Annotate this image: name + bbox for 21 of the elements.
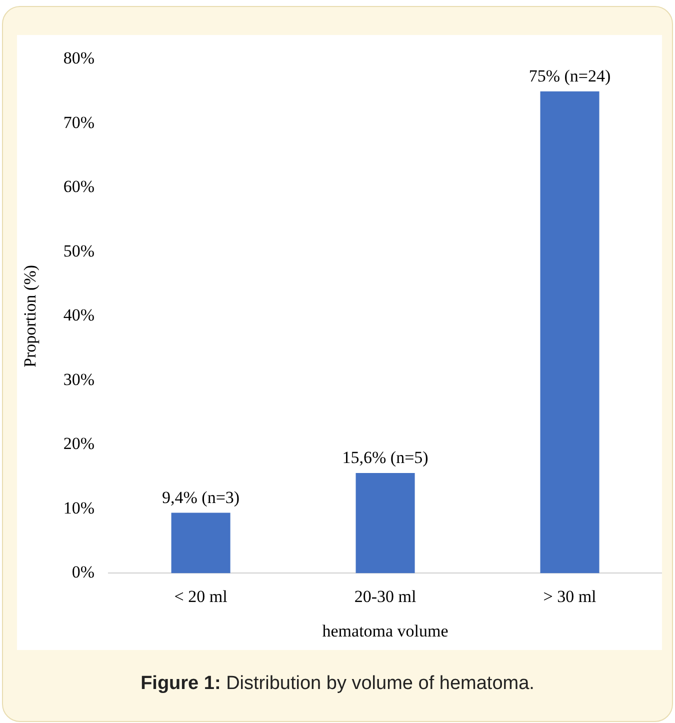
data-label: 75% (n=24) xyxy=(528,66,611,86)
y-tick-label: 10% xyxy=(63,498,95,518)
data-label: 15,6% (n=5) xyxy=(342,448,428,467)
x-tick-label: < 20 ml xyxy=(174,586,228,606)
y-tick-label: 30% xyxy=(63,370,95,389)
bar xyxy=(356,472,415,574)
x-axis-title: hematoma volume xyxy=(322,621,448,640)
y-tick-label: 20% xyxy=(63,434,95,454)
x-tick-label: > 30 ml xyxy=(543,586,597,606)
bar xyxy=(171,512,230,574)
data-label: 9,4% (n=3) xyxy=(162,488,240,507)
y-axis-title: Proportion (%) xyxy=(20,264,40,368)
y-tick-label: 60% xyxy=(63,177,95,196)
bar xyxy=(540,91,600,574)
x-tick-label: 20-30 ml xyxy=(354,586,416,606)
y-tick-label: 50% xyxy=(63,241,95,260)
y-tick-label: 80% xyxy=(63,48,95,68)
y-tick-label: 70% xyxy=(63,112,95,132)
y-tick-label: 0% xyxy=(72,562,95,582)
y-tick-label: 40% xyxy=(63,306,95,325)
caption: Figure 1: Distribution by volume of hematoma. xyxy=(140,673,536,695)
